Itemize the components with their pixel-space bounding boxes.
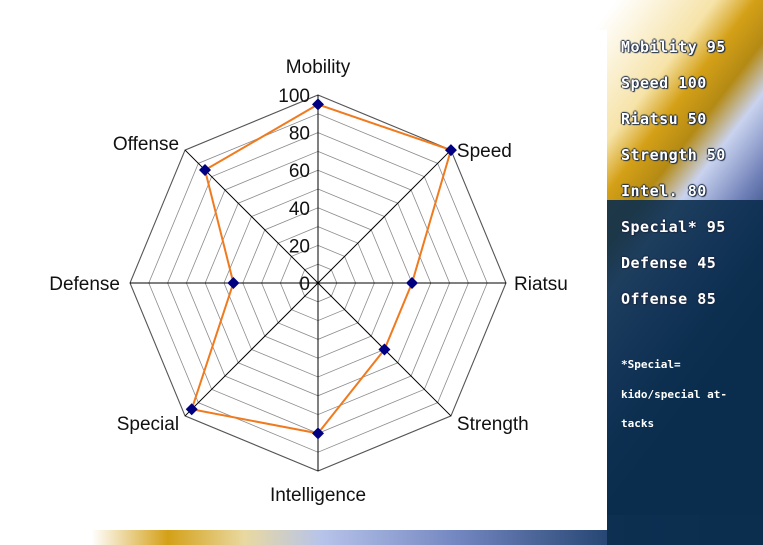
category-label-mobility: Mobility (286, 57, 351, 78)
stat-offense: Offense 85 (621, 290, 717, 308)
data-point-speed (444, 144, 457, 157)
category-label-strength: Strength (457, 414, 529, 435)
data-point-offense (199, 164, 212, 177)
stat-riatsu: Riatsu 50 (621, 110, 707, 128)
data-point-riatsu (406, 277, 418, 289)
tick-label-20: 20 (289, 236, 310, 257)
category-label-riatsu: Riatsu (514, 274, 568, 295)
footnote-line-2: kido/special at- (621, 388, 727, 401)
stat-intelligence: Intel. 80 (621, 182, 707, 200)
tick-label-100: 100 (278, 86, 310, 107)
category-label-speed: Speed (457, 141, 512, 162)
data-point-special (185, 403, 198, 416)
axis-special (184, 282, 319, 417)
category-label-intelligence: Intelligence (270, 485, 366, 506)
stat-speed: Speed 100 (621, 74, 707, 92)
category-label-defense: Defense (49, 274, 120, 295)
data-point-mobility (312, 98, 324, 111)
stat-mobility: Mobility 95 (621, 38, 726, 56)
stat-special: Special* 95 (621, 218, 726, 236)
data-point-intelligence (312, 427, 324, 440)
series-group (185, 98, 457, 440)
tick-label-80: 80 (289, 124, 310, 145)
radial-tick-labels: 0 20 40 60 80 100 (278, 86, 310, 295)
tick-label-60: 60 (289, 161, 310, 182)
tick-label-0: 0 (299, 274, 310, 295)
category-labels: Mobility Speed Riatsu Strength Intelligence S… (49, 57, 568, 506)
category-label-offense: Offense (113, 134, 179, 155)
footnote-line-1: *Special= (621, 358, 681, 371)
series-line-0 (190, 103, 453, 435)
axis-speed (317, 149, 452, 284)
data-point-defense (227, 277, 240, 289)
stat-defense: Defense 45 (621, 254, 717, 272)
data-point-strength (378, 343, 391, 356)
category-label-special: Special (117, 414, 179, 435)
stat-strength: Strength 50 (621, 146, 726, 164)
tick-label-40: 40 (289, 199, 310, 220)
footnote-line-3: tacks (621, 417, 655, 430)
